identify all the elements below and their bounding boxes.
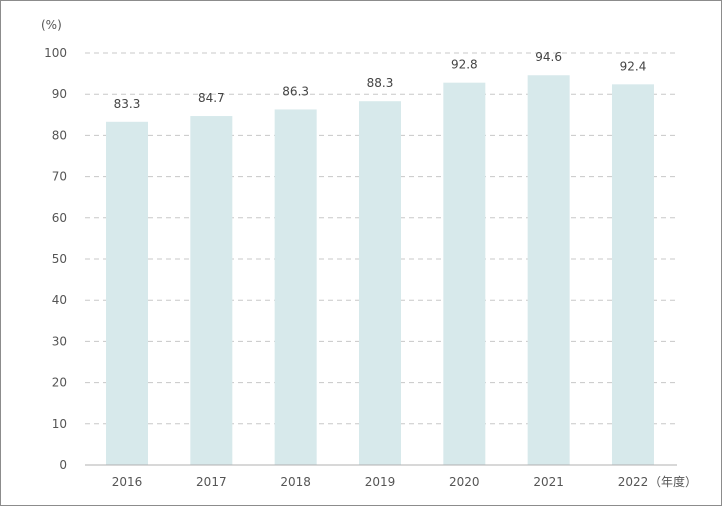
data-label: 92.8 (451, 58, 478, 72)
y-tick-label: 70 (52, 170, 67, 184)
x-tick-label: 2021 (533, 475, 564, 489)
data-label: 84.7 (198, 91, 225, 105)
y-unit-label: (%) (41, 18, 62, 32)
data-label: 94.6 (535, 50, 562, 64)
x-tick-label: 2018 (280, 475, 311, 489)
y-tick-label: 50 (52, 252, 67, 266)
x-tick-label: 2017 (196, 475, 227, 489)
bar (443, 82, 486, 465)
y-tick-label: 80 (52, 128, 67, 142)
y-tick-label: 90 (52, 87, 67, 101)
y-tick-label: 100 (44, 46, 67, 60)
bar (527, 75, 570, 466)
y-tick-label: 30 (52, 334, 67, 348)
data-label: 83.3 (114, 97, 141, 111)
y-tick-label: 0 (59, 458, 67, 472)
x-tick-label: 2022 (618, 475, 649, 489)
y-tick-label: 20 (52, 376, 67, 390)
data-label: 92.4 (620, 59, 647, 73)
bar (106, 121, 148, 465)
bar (611, 84, 654, 465)
x-tick-label: 2019 (365, 475, 396, 489)
y-tick-label: 40 (52, 293, 67, 307)
x-tick-label: 2016 (112, 475, 143, 489)
bar (358, 101, 401, 465)
y-tick-label: 10 (52, 417, 67, 431)
x-tick-label: 2020 (449, 475, 480, 489)
y-tick-label: 60 (52, 211, 67, 225)
bar (190, 116, 233, 465)
x-unit-label: （年度） (649, 474, 697, 489)
data-label: 88.3 (367, 76, 394, 90)
data-label: 86.3 (282, 84, 309, 98)
bar (274, 109, 317, 465)
